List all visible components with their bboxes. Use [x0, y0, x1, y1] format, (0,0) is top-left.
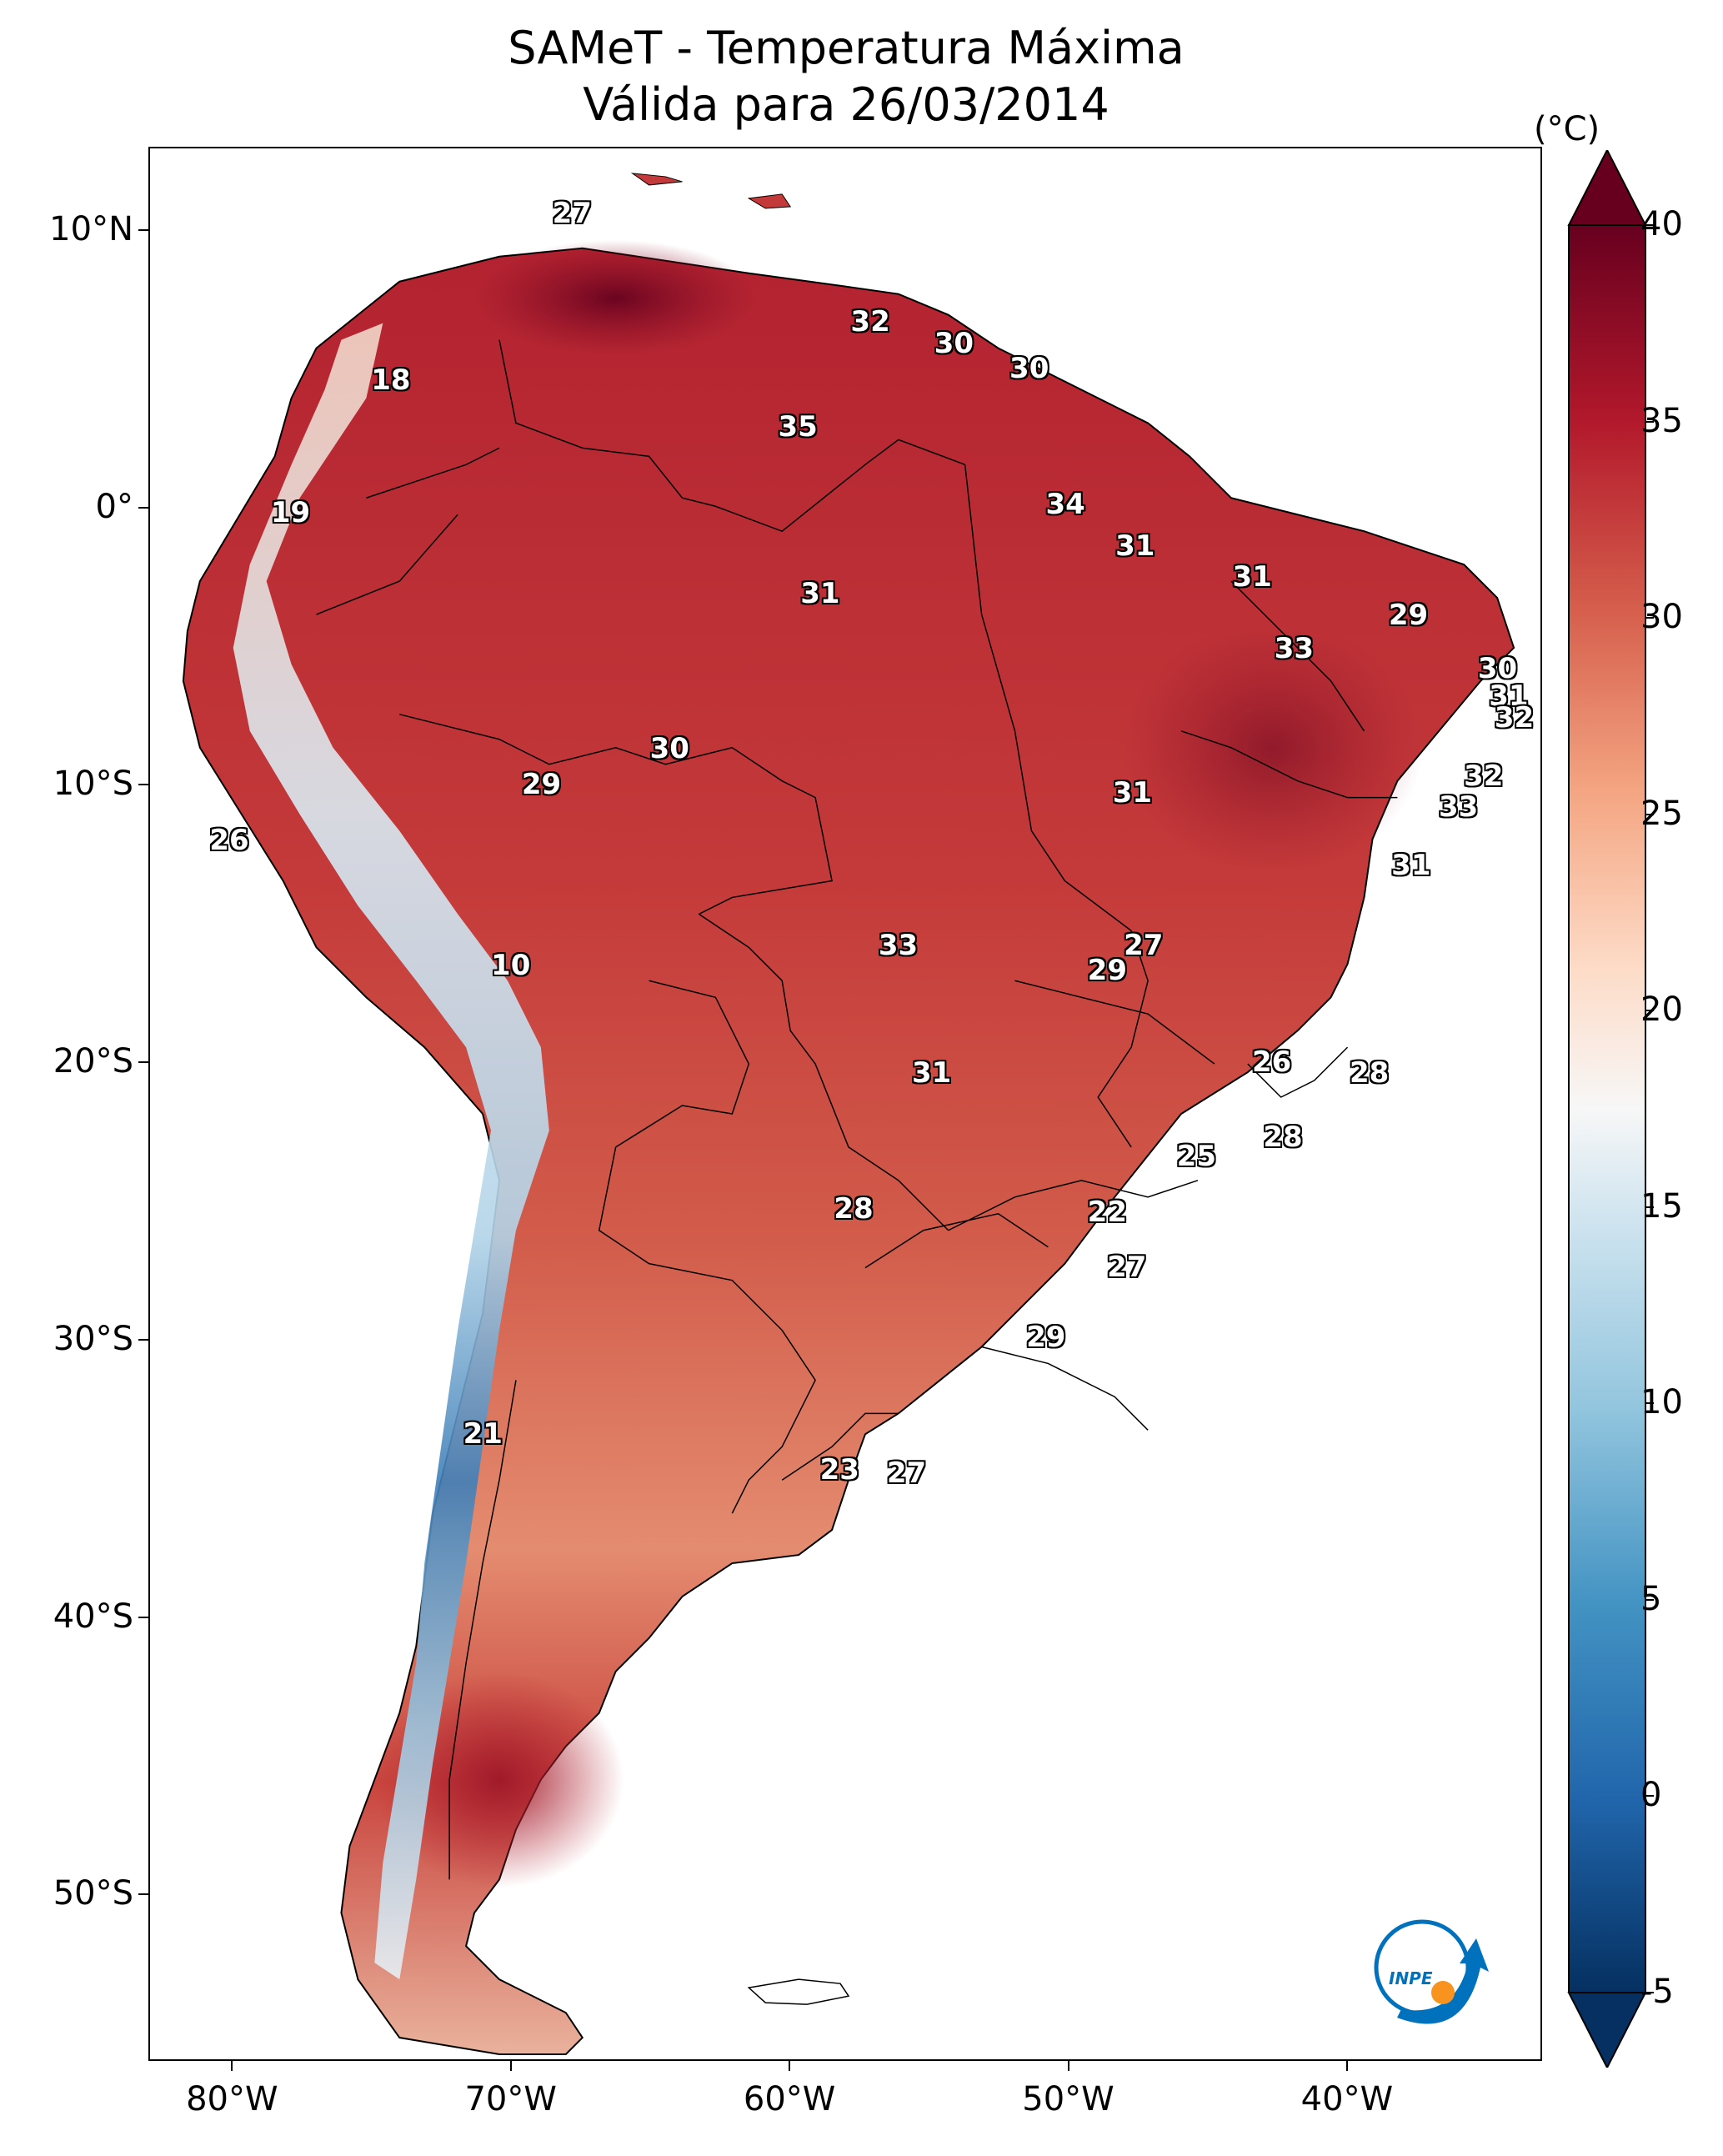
temperature-value-label: 32 — [1494, 701, 1535, 735]
longitude-label: 40°W — [1300, 2080, 1394, 2118]
colorbar-tick — [1645, 1206, 1654, 1208]
colorbar-tick — [1645, 1598, 1654, 1601]
colorbar-tick — [1645, 1992, 1654, 1993]
longitude-tick — [509, 2061, 512, 2071]
latitude-label: 10°S — [53, 765, 133, 804]
temperature-value-label: 26 — [1251, 1045, 1292, 1080]
longitude-tick — [1345, 2061, 1348, 2071]
map-subtitle-date: Válida para 26/03/2014 — [583, 78, 1109, 131]
latitude-label: 0° — [95, 487, 133, 526]
temperature-value-label: 30 — [1009, 352, 1049, 386]
temperature-value-label: 33 — [1439, 790, 1479, 824]
temperature-value-label: 25 — [1176, 1140, 1217, 1174]
temperature-value-label: 27 — [886, 1456, 927, 1490]
temperature-value-label: 32 — [1464, 760, 1504, 794]
temperature-value-label: 30 — [1477, 651, 1518, 685]
temperature-value-label: 23 — [819, 1453, 859, 1487]
colorbar-tick — [1645, 813, 1654, 815]
colorbar-tick — [1645, 1010, 1654, 1012]
temperature-value-label: 21 — [463, 1416, 503, 1451]
temperature-value-label: 29 — [1026, 1320, 1066, 1354]
colorbar-tick — [1645, 420, 1654, 423]
temperature-value-label: 10 — [491, 948, 531, 982]
temperature-value-label: 19 — [270, 496, 311, 530]
temperature-value-label: 22 — [1087, 1195, 1127, 1229]
temperature-value-label: 33 — [1274, 632, 1315, 666]
andes-cool-band — [233, 323, 549, 1980]
temperature-value-label: 31 — [800, 576, 840, 610]
latitude-tick — [138, 1616, 148, 1618]
temperature-value-label: 18 — [371, 363, 411, 397]
temperature-map — [182, 173, 1515, 2056]
temperature-value-label: 28 — [1263, 1120, 1303, 1154]
latitude-tick — [138, 784, 148, 786]
temperature-value-label: 27 — [1107, 1251, 1147, 1285]
temperature-value-label: 28 — [1350, 1056, 1390, 1091]
caribbean-island — [747, 193, 792, 209]
latitude-label: 30°S — [53, 1319, 133, 1358]
temperature-value-label: 31 — [1232, 559, 1272, 594]
latitude-tick — [138, 506, 148, 509]
temperature-value-label: 29 — [521, 768, 562, 802]
inpe-logo-text: INPE — [1389, 1968, 1433, 1988]
temperature-value-label: 29 — [1087, 954, 1127, 988]
temperature-value-label: 31 — [911, 1056, 952, 1091]
longitude-tick — [789, 2061, 791, 2071]
latitude-tick — [138, 1338, 148, 1341]
longitude-tick — [1067, 2061, 1069, 2071]
colorbar-tick — [1645, 1795, 1654, 1798]
temperature-value-label: 29 — [1388, 599, 1429, 633]
colorbar-unit-label: (°C) — [1534, 110, 1600, 148]
temperature-value-label: 30 — [649, 732, 689, 766]
colorbar — [1567, 150, 1647, 2068]
inpe-logo: INPE — [1374, 1919, 1489, 2024]
longitude-label: 50°W — [1022, 2080, 1114, 2118]
longitude-label: 80°W — [186, 2080, 278, 2118]
latitude-tick — [138, 1061, 148, 1064]
latitude-label: 20°S — [53, 1042, 133, 1081]
hot-region-northeast — [1123, 623, 1423, 873]
temperature-value-label: 30 — [934, 327, 974, 361]
hot-region-venezuela — [474, 239, 758, 357]
temperature-value-label: 34 — [1045, 488, 1085, 522]
longitude-label: 60°W — [743, 2080, 836, 2118]
latitude-tick — [138, 228, 148, 231]
temperature-value-label: 27 — [1124, 929, 1164, 963]
longitude-tick — [231, 2061, 233, 2071]
temperature-value-label: 31 — [1115, 529, 1155, 564]
latitude-label: 50°S — [53, 1874, 133, 1913]
temperature-value-label: 32 — [850, 304, 890, 338]
temperature-value-label: 35 — [778, 410, 818, 444]
temperature-value-label: 31 — [1489, 679, 1529, 713]
temperature-value-label: 26 — [209, 823, 249, 857]
temperature-value-label: 33 — [878, 929, 919, 963]
latitude-label: 10°N — [49, 209, 133, 248]
colorbar-tick — [1645, 1402, 1654, 1405]
caribbean-island — [630, 173, 683, 186]
map-panel[interactable] — [148, 147, 1542, 2061]
longitude-label: 70°W — [464, 2080, 557, 2118]
falkland-islands — [747, 1978, 850, 2005]
country-borders — [316, 339, 1398, 1880]
temperature-value-label: 31 — [1112, 776, 1153, 810]
colorbar-tick — [1645, 617, 1654, 619]
temperature-value-label: 27 — [552, 196, 592, 230]
temperature-value-label: 31 — [1391, 848, 1431, 882]
latitude-label: 40°S — [53, 1597, 133, 1636]
colorbar-tick — [1645, 224, 1654, 226]
latitude-tick — [138, 1893, 148, 1896]
map-title: SAMeT - Temperatura Máxima — [508, 22, 1185, 74]
temperature-value-label: 28 — [834, 1192, 874, 1226]
